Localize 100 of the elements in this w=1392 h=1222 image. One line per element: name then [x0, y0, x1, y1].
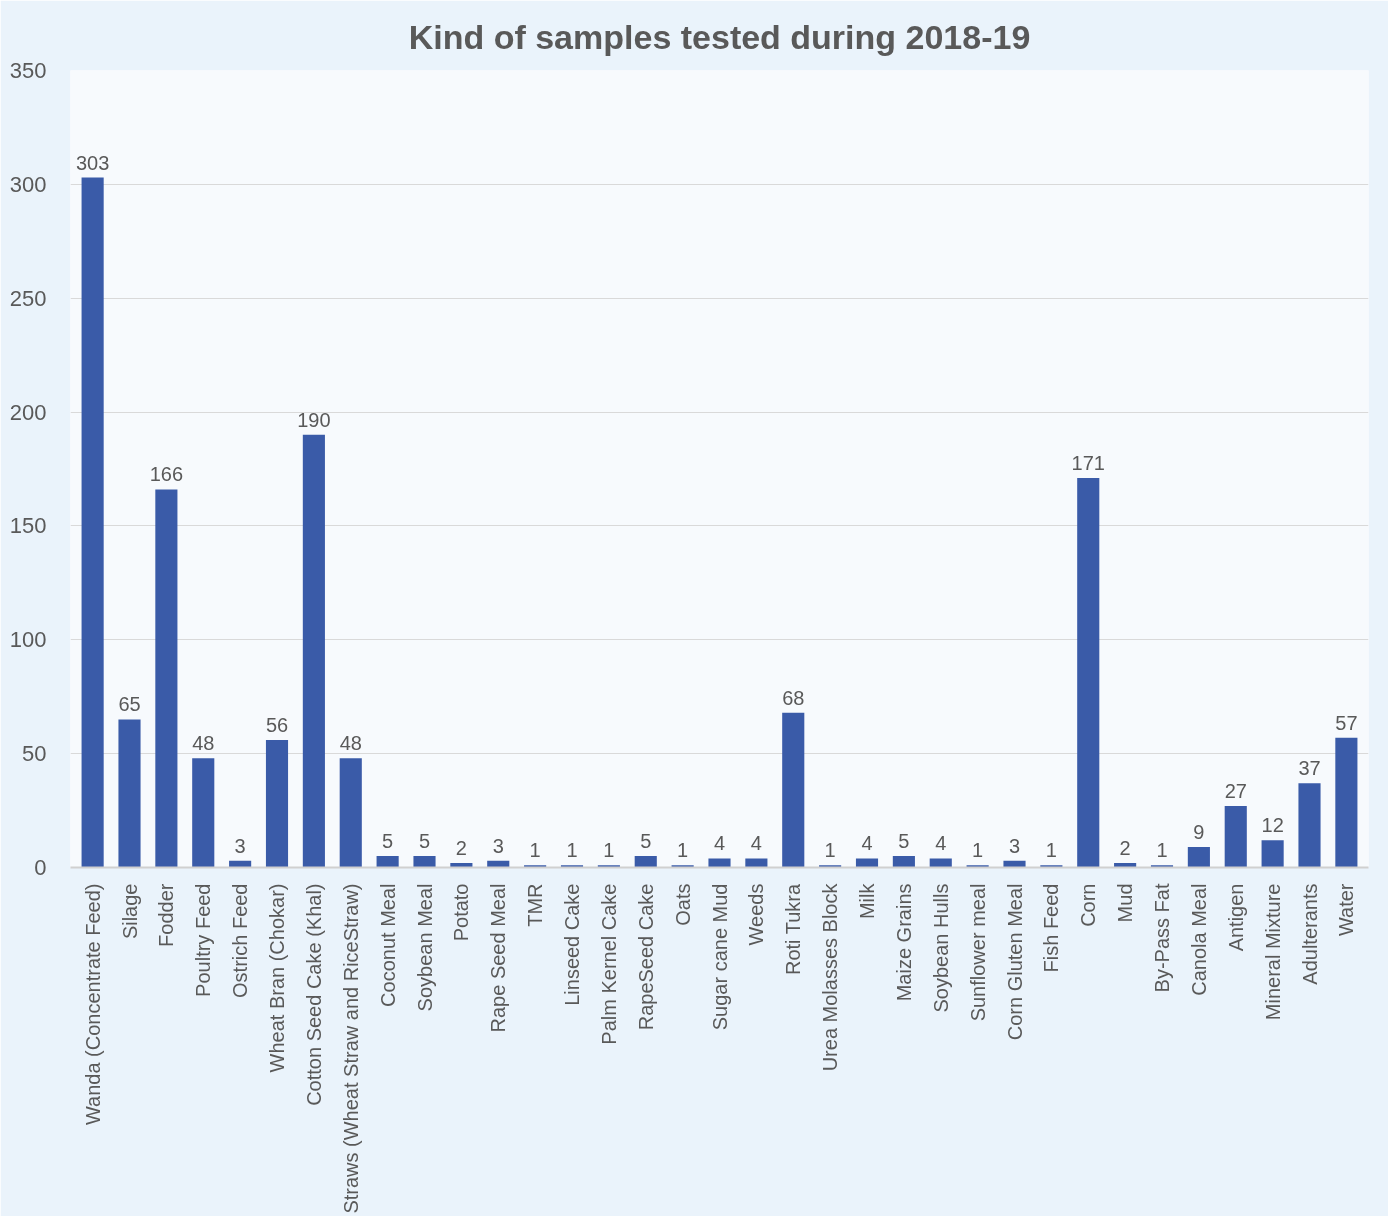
data-label: 1 [824, 839, 836, 862]
data-label: 1 [677, 839, 689, 862]
y-tick-label: 300 [9, 171, 47, 197]
data-label: 3 [492, 834, 504, 857]
data-label: 12 [1261, 814, 1284, 837]
data-label: 1 [972, 839, 984, 862]
bar [1077, 478, 1100, 868]
bar [192, 758, 215, 868]
x-tick-label: Adulterants [1298, 883, 1321, 985]
x-tick-label: Potato [450, 883, 473, 942]
x-tick-label: Fodder [155, 883, 178, 947]
bar [302, 434, 325, 868]
data-label: 4 [861, 832, 873, 855]
data-label: 1 [566, 839, 578, 862]
bar [1335, 737, 1358, 868]
x-tick-label: Wheat Bran (Chokar) [266, 883, 288, 1073]
x-tick-label: TMR [524, 883, 547, 927]
data-label: 5 [898, 830, 910, 853]
bar [745, 858, 768, 868]
bar [81, 177, 104, 868]
bar [265, 739, 289, 868]
bar [892, 856, 915, 868]
x-tick-label: Water [1335, 883, 1358, 937]
data-label: 171 [1071, 452, 1105, 475]
data-label: 3 [1008, 834, 1021, 857]
bar [782, 712, 805, 868]
x-tick-label: Mineral Mixture [1261, 883, 1284, 1021]
bar [1003, 860, 1026, 868]
x-tick-label: Coconut Meal [376, 883, 399, 1007]
x-tick-label: Canola Meal [1187, 883, 1210, 996]
x-tick-label: Cotton Seed Cake (Khal) [302, 883, 325, 1106]
data-label: 2 [455, 836, 467, 859]
x-tick-label: Antigen [1224, 883, 1247, 952]
x-tick-label: Linseed Cake [561, 883, 583, 1006]
data-label: 166 [149, 463, 184, 486]
data-label: 4 [935, 832, 947, 855]
x-tick-label: Sugar cane Mud [708, 883, 731, 1031]
bar [376, 856, 399, 868]
y-tick-label: 50 [22, 741, 47, 767]
data-label: 48 [192, 732, 215, 755]
bar [708, 858, 731, 868]
data-label: 65 [118, 693, 141, 716]
x-tick-label: Wanda (Concentrate Feed) [81, 883, 104, 1126]
data-label: 1 [529, 839, 541, 862]
y-tick-label: 250 [9, 285, 47, 311]
bar [1261, 840, 1284, 868]
x-tick-label: Soybean Hulls [929, 883, 952, 1013]
bar [1224, 806, 1247, 868]
data-label: 57 [1335, 711, 1358, 734]
y-tick-label: 0 [34, 855, 47, 880]
x-tick-label: By-Pass Fat [1151, 883, 1173, 993]
data-label: 56 [265, 713, 289, 736]
x-tick-label: Milk [856, 882, 878, 920]
x-tick-label: Oats [671, 883, 694, 926]
x-tick-label: Maize Grains [892, 883, 915, 1002]
x-tick-label: Silage [118, 883, 141, 940]
data-label: 1 [1156, 839, 1168, 862]
bar [855, 858, 879, 868]
bar [413, 856, 436, 868]
data-label: 5 [382, 830, 394, 853]
x-tick-label: Poultry Feed [192, 883, 215, 997]
y-tick-label: 150 [9, 513, 47, 539]
data-label: 3 [234, 834, 246, 857]
bar [1298, 783, 1321, 868]
x-tick-label: Palm Kernel Cake [597, 883, 620, 1045]
data-label: 190 [297, 408, 331, 431]
bar [339, 758, 362, 868]
x-tick-label: Roti Tukra [782, 882, 805, 975]
data-label: 4 [750, 832, 762, 855]
x-tick-label: Rape Seed Meal [487, 883, 510, 1033]
data-label: 4 [713, 832, 726, 855]
x-tick-label: Fish Feed [1040, 883, 1063, 973]
data-label: 37 [1298, 757, 1321, 780]
x-tick-label: Urea Molasses Block [819, 882, 842, 1072]
x-tick-label: Mud [1114, 883, 1137, 923]
x-tick-label: Ostrich Feed [229, 883, 252, 998]
data-label: 9 [1193, 821, 1205, 844]
x-tick-label: Weeds [745, 883, 768, 946]
data-label: 27 [1224, 780, 1247, 803]
y-tick-label: 350 [9, 58, 47, 83]
bar [634, 856, 657, 868]
bar [118, 719, 141, 868]
x-tick-label: Corn Gluten Meal [1003, 883, 1026, 1041]
x-tick-label: Straws (Wheat Straw and RiceStraw) [339, 883, 362, 1214]
x-tick-label: Corn [1077, 883, 1100, 927]
data-label: 303 [75, 151, 110, 174]
data-label: 48 [339, 732, 362, 755]
data-label: 1 [603, 839, 615, 862]
x-tick-label: RapeSeed Cake [634, 883, 657, 1031]
bar [1187, 847, 1210, 868]
y-tick-label: 100 [9, 627, 47, 653]
x-tick-label: Soybean Meal [413, 883, 436, 1012]
data-label: 5 [640, 830, 652, 853]
x-tick-label: Sunflower meal [966, 883, 989, 1022]
data-label: 2 [1119, 836, 1131, 859]
data-label: 1 [1045, 839, 1057, 862]
data-label: 68 [782, 686, 805, 709]
bar [929, 858, 952, 868]
y-tick-label: 200 [9, 399, 47, 425]
chart-title: Kind of samples tested during 2018-19 [408, 17, 1031, 56]
